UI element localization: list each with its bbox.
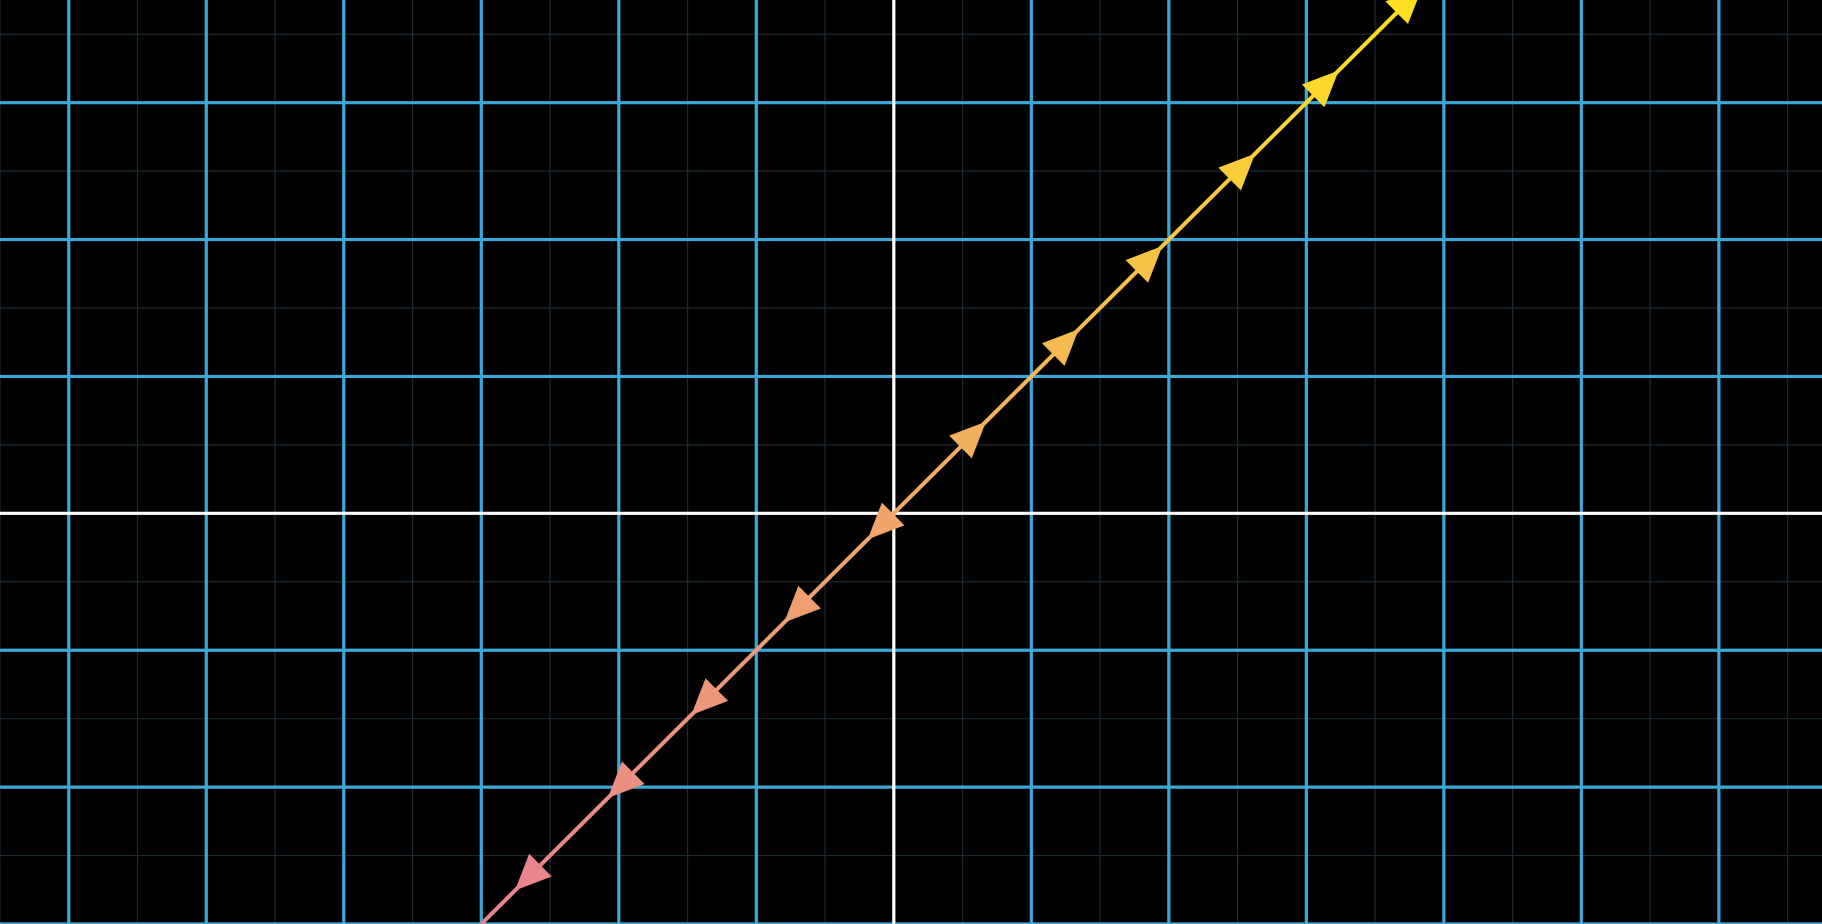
vector-arrowhead	[607, 761, 645, 799]
vector-arrowhead	[1385, 0, 1418, 25]
vector-arrowhead	[1041, 329, 1079, 366]
vector-arrowhead	[1218, 153, 1256, 191]
vector-arrowhead	[784, 585, 821, 623]
vector-arrowhead	[514, 853, 552, 891]
vector-arrowhead	[691, 678, 729, 715]
vector-arrowhead	[1125, 246, 1163, 283]
vector-line-group	[479, 0, 1418, 924]
vector-arrowhead	[1301, 70, 1339, 108]
vector-arrowhead	[949, 421, 986, 459]
vector-arrowhead	[867, 502, 905, 540]
